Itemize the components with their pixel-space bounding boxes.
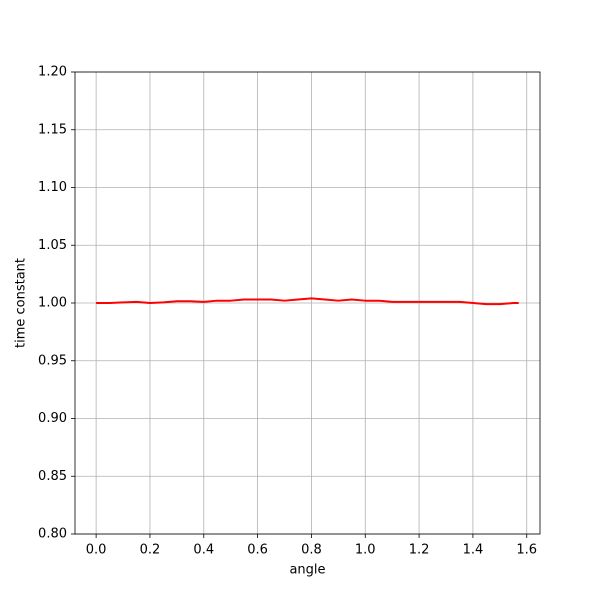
data-line — [96, 297, 519, 306]
y-tick-label: 0.90 — [38, 411, 67, 426]
y-axis-label: time constant — [14, 258, 29, 348]
x-tick-label: 0.0 — [86, 543, 107, 558]
y-tick-label: 0.85 — [38, 469, 67, 484]
x-tick-label: 1.0 — [355, 543, 376, 558]
plot — [96, 297, 519, 306]
y-tick-label: 0.95 — [38, 353, 67, 368]
x-tick-label: 1.4 — [463, 543, 484, 558]
x-axis-label: angle — [289, 563, 325, 578]
x-tick-label: 1.6 — [516, 543, 537, 558]
y-tick-label: 1.20 — [38, 65, 67, 80]
y-tick-label: 1.15 — [38, 122, 67, 137]
x-tick-label: 0.4 — [193, 543, 214, 558]
x-tick-label: 0.6 — [247, 543, 268, 558]
y-tick-label: 1.05 — [38, 238, 67, 253]
x-tick-label: 0.2 — [140, 543, 161, 558]
x-tick-label: 0.8 — [301, 543, 322, 558]
y-tick-label: 1.00 — [38, 296, 67, 311]
y-tick-label: 1.10 — [38, 180, 67, 195]
y-tick-label: 0.80 — [38, 527, 67, 542]
x-tick-label: 1.2 — [409, 543, 430, 558]
